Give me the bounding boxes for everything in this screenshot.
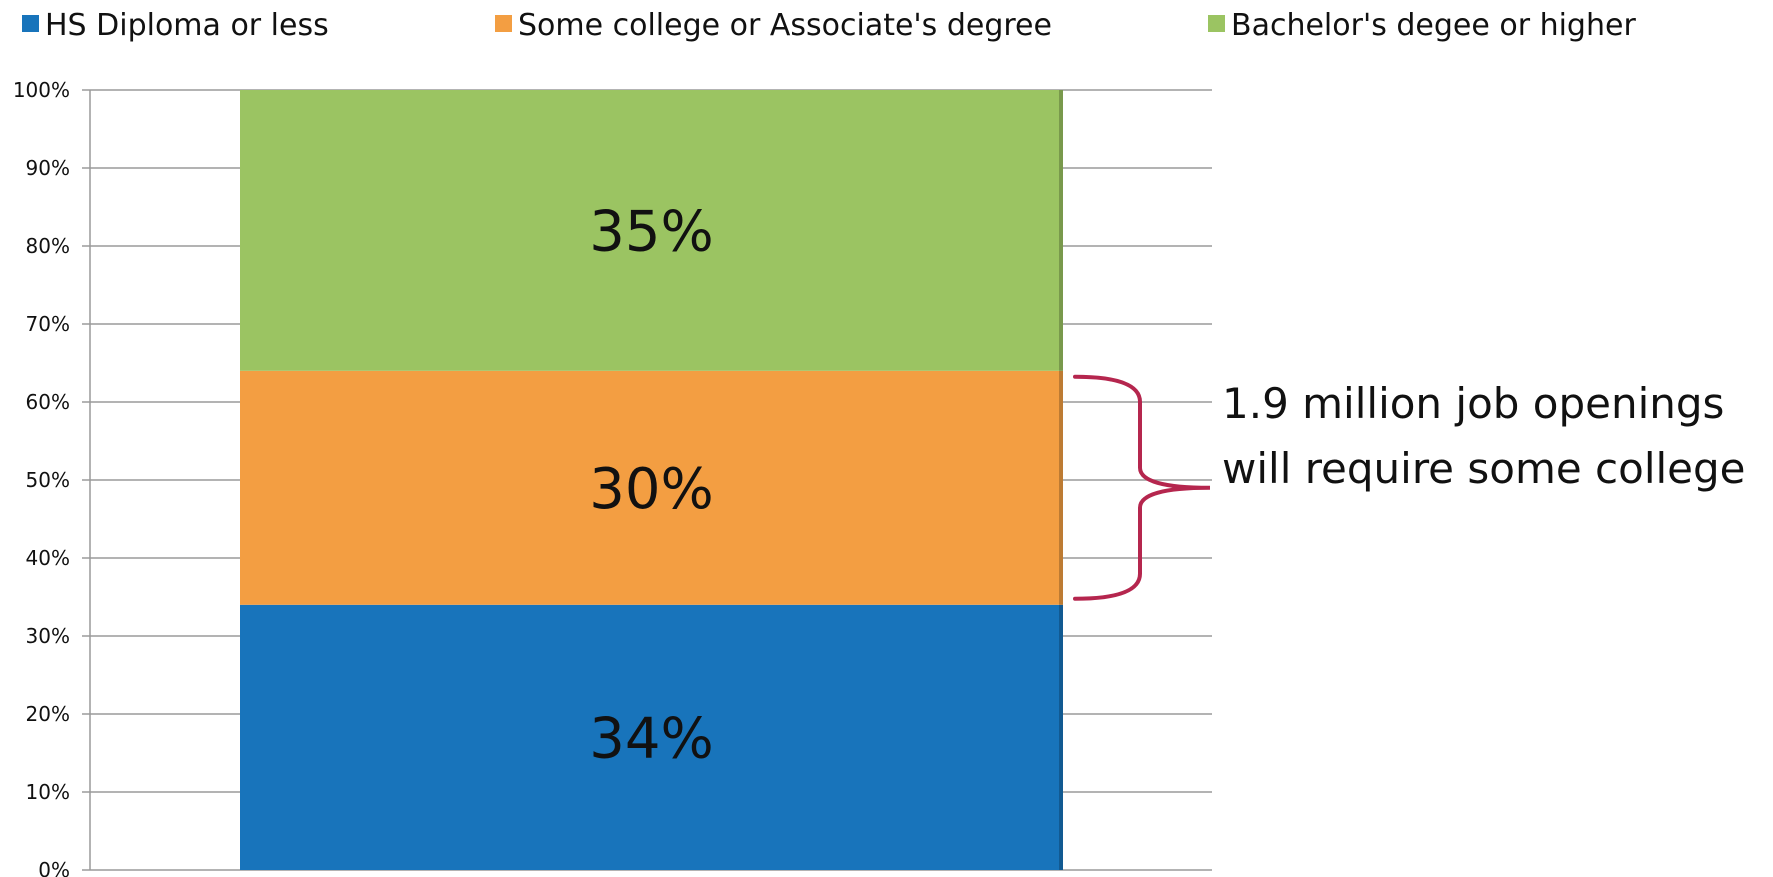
y-tick-label: 90% xyxy=(26,156,70,180)
data-label: 35% xyxy=(589,199,713,264)
data-label: 34% xyxy=(589,706,713,771)
legend-swatch xyxy=(495,15,512,32)
y-axis-ticks: 0% 10% 20% 30% 40% 50% 60% 70% 80% 90% 100% xyxy=(13,78,70,877)
data-label: 30% xyxy=(589,457,713,522)
y-tick-label: 50% xyxy=(26,468,70,492)
bar-segment-shade xyxy=(1059,604,1063,870)
y-tick-label: 40% xyxy=(26,546,70,570)
bar-segment xyxy=(240,604,1063,870)
y-tick-label: 70% xyxy=(26,312,70,336)
legend-label: Some college or Associate's degree xyxy=(518,8,1052,43)
y-tick-label: 0% xyxy=(38,858,70,877)
bar-segment-shade xyxy=(1059,90,1063,371)
bar-segment-shade xyxy=(1059,370,1063,605)
y-tick-label: 30% xyxy=(26,624,70,648)
y-tick-label: 60% xyxy=(26,390,70,414)
annotation-bracket xyxy=(1073,374,1211,601)
bar-segments xyxy=(240,90,1063,870)
y-tick-label: 100% xyxy=(13,78,70,102)
legend-swatch xyxy=(22,15,39,32)
y-tick-label: 10% xyxy=(26,780,70,804)
bar-segment xyxy=(240,370,1063,605)
legend-label: HS Diploma or less xyxy=(45,8,329,43)
annotation: 1.9 million job openings will require so… xyxy=(1073,374,1746,601)
annotation-line-1: 1.9 million job openings xyxy=(1222,379,1724,428)
y-tick-label: 20% xyxy=(26,702,70,726)
bar-segment xyxy=(240,90,1063,371)
data-labels: 34% 30% 35% xyxy=(589,199,713,771)
legend-swatch xyxy=(1208,15,1225,32)
legend: HS Diploma or less Some college or Associ… xyxy=(22,8,1636,43)
legend-label: Bachelor's degee or higher xyxy=(1231,8,1636,43)
annotation-line-2: will require some college xyxy=(1222,444,1746,493)
y-tick-label: 80% xyxy=(26,234,70,258)
